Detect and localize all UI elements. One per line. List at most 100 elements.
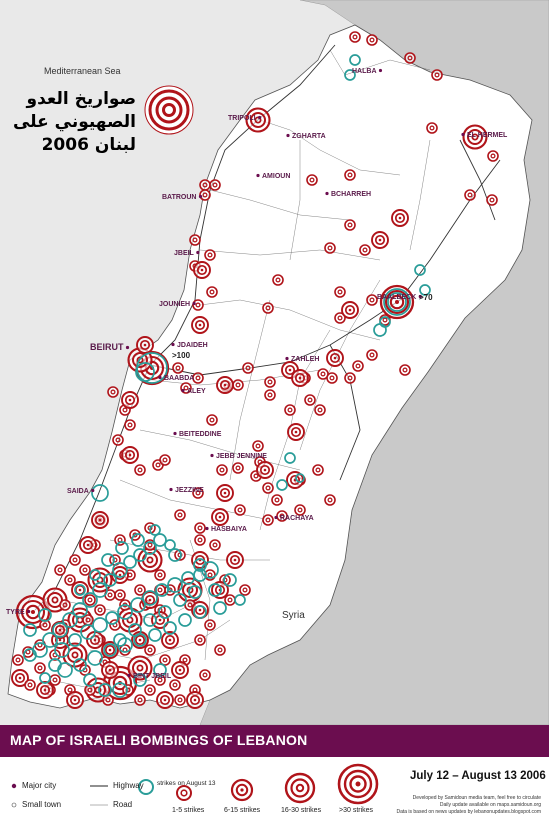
city-label-jdaideh: JDAIDEH	[177, 342, 208, 349]
strike-marker-75	[206, 414, 218, 426]
aug13-marker-67	[98, 683, 112, 697]
strike-marker-97	[324, 494, 336, 506]
legend-strike-class-2-label: 6-15 strikes	[224, 807, 261, 814]
strike-marker-69	[124, 419, 136, 431]
strike-marker-67	[107, 386, 119, 398]
aug13-marker-39	[155, 583, 169, 597]
aug13-marker-54	[103, 643, 117, 657]
legend-aug13-label: strikes on August 13	[157, 780, 216, 787]
aug13-marker-75	[149, 524, 161, 536]
strike-class-2-symbol	[230, 778, 254, 802]
aug13-marker-3	[419, 284, 431, 296]
aug13-marker-49	[173, 593, 187, 607]
title-legend-marker	[144, 85, 194, 135]
strike-marker-105	[134, 584, 146, 596]
strike-marker-133	[69, 554, 81, 566]
strike-marker-70	[112, 434, 124, 446]
aug13-marker-72	[101, 553, 115, 567]
syria-label: Syria	[282, 610, 305, 621]
city-label-amioun: AMIOUN	[262, 173, 290, 180]
aug13-marker-0	[349, 54, 361, 66]
small-town-symbol	[11, 802, 17, 808]
strike-marker-95	[262, 514, 274, 526]
strike-marker-142	[209, 539, 221, 551]
strike-marker-84	[271, 494, 283, 506]
aug13-marker-58	[163, 621, 177, 635]
strike-marker-137	[84, 594, 96, 606]
aug13-marker-17	[153, 533, 167, 547]
aug13-marker-2	[414, 264, 426, 276]
strike-marker-108	[82, 614, 94, 626]
aug13-marker-61	[23, 623, 37, 637]
aug13-marker-70	[74, 584, 86, 596]
strike-marker-188	[371, 231, 389, 249]
strike-marker-132	[109, 554, 121, 566]
strike-marker-1	[462, 124, 488, 150]
strike-marker-40	[199, 189, 211, 201]
aug13-marker-63	[112, 682, 128, 698]
city-label-hasbaiya: HASBAIYA	[211, 526, 247, 533]
highway-0	[34, 44, 336, 611]
strike-marker-7	[11, 669, 29, 687]
strike-marker-45	[192, 299, 204, 311]
strike-marker-80	[232, 462, 244, 474]
strike-marker-161	[214, 644, 226, 656]
date-range: July 12 – August 13 2006	[410, 770, 546, 782]
aug13-marker-71	[89, 569, 101, 581]
city-dot-19	[274, 515, 278, 520]
aug13-marker-50	[188, 585, 202, 599]
strike-marker-43	[204, 249, 216, 261]
aug13-marker-20	[123, 555, 137, 569]
city-label-beiteddine: BEITEDDINE	[179, 431, 222, 438]
aug13-marker-18	[143, 541, 157, 555]
strike-marker-26	[349, 31, 361, 43]
aug13-marker-27	[52, 622, 68, 638]
aug13-marker-30	[23, 648, 37, 662]
legend-strike-class-4-label: >30 strikes	[339, 807, 374, 814]
aug13-marker-28	[42, 632, 58, 648]
strike-marker-163	[121, 391, 139, 409]
strike-marker-167	[91, 511, 109, 529]
strike-marker-2	[391, 209, 409, 227]
strike-marker-100	[239, 584, 251, 596]
strike-marker-48	[272, 274, 284, 286]
city-dot-10	[171, 342, 175, 347]
city-label-tyre: TYRE	[6, 609, 25, 616]
aug13-marker-62	[38, 608, 52, 622]
strike-marker-33	[486, 194, 498, 206]
aug13-marker-25	[72, 602, 88, 618]
strike-marker-112	[24, 679, 36, 691]
aug13-markers	[23, 54, 431, 698]
legend-strike-class-1-label: 1-5 strikes	[172, 807, 205, 814]
city-label-baabda: BAABDA	[164, 375, 194, 382]
strike-marker-66	[172, 362, 184, 374]
aug13-marker-36	[117, 604, 133, 620]
credit-line-3: Data is based on news updates by lebanon…	[396, 809, 541, 815]
aug13-marker-13	[295, 473, 305, 483]
aug13-marker-56	[133, 633, 147, 647]
strike-marker-174	[101, 661, 119, 679]
aug13-marker-38	[142, 590, 158, 606]
strike-marker-46	[206, 286, 218, 298]
city-dot-15	[173, 431, 177, 436]
city-label-baalbeck: BAALBECK	[377, 294, 416, 301]
strike-marker-88	[312, 464, 324, 476]
city-dot-16	[210, 453, 214, 458]
strike-marker-36	[344, 219, 356, 231]
strike-marker-190	[191, 316, 209, 334]
aug13-marker-55	[117, 637, 133, 653]
city-dot-22	[127, 673, 131, 678]
strike-marker-78	[304, 394, 316, 406]
aug13-marker-69	[39, 672, 51, 684]
strike-marker-134	[79, 564, 91, 576]
legend-major-city-label: Major city	[22, 781, 57, 790]
legend: Major city Small town Highway Road strik…	[0, 757, 549, 822]
aug13-marker-45	[113, 633, 127, 647]
city-labels: HALBA TRIPOLI EL HERMEL ZGHARTA AMIOUN BCHARR…	[6, 68, 508, 680]
strike-marker-17	[161, 631, 179, 649]
strike-marker-94	[234, 504, 246, 516]
strike-marker-171	[51, 621, 69, 639]
aug13-marker-65	[153, 663, 167, 677]
city-label-aley: ALEY	[187, 388, 206, 395]
city-dot-1	[258, 115, 262, 120]
